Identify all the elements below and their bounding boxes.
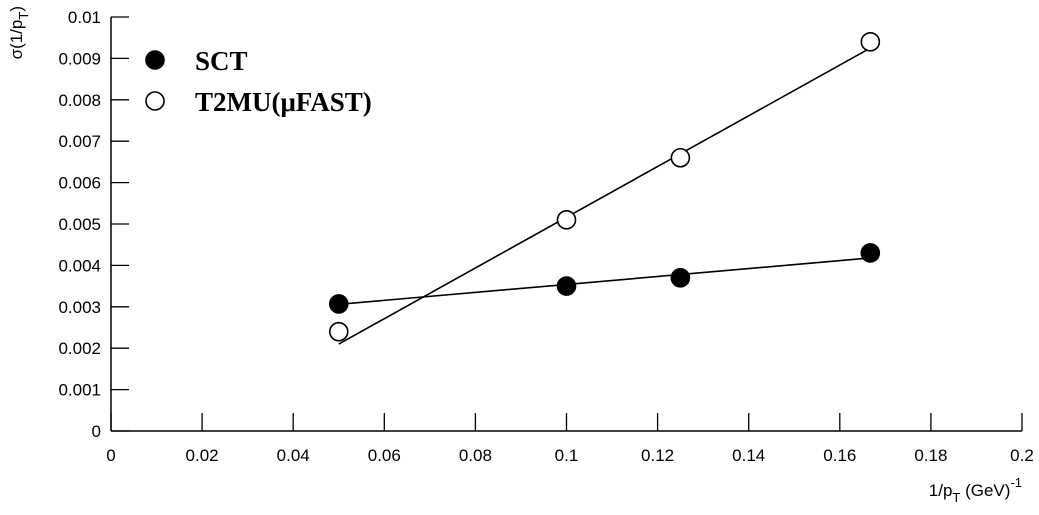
x-tick-label: 0.06 (368, 446, 401, 465)
y-tick-label: 0 (92, 422, 101, 441)
legend-marker (145, 91, 165, 111)
y-label-end: ) (7, 6, 26, 12)
y-tick-label: 0.006 (58, 174, 101, 193)
fit-line (338, 47, 871, 345)
x-tick-label: 0 (106, 446, 115, 465)
x-tick-label: 0.2 (1010, 446, 1034, 465)
legend-label: T2MU(μFAST) (195, 87, 372, 117)
x-tick-label: 0.16 (823, 446, 856, 465)
x-label-main: 1/p (929, 481, 953, 500)
x-tick-label: 0.12 (641, 446, 674, 465)
point (670, 268, 691, 288)
x-label-sub: T (952, 490, 960, 505)
point (860, 32, 881, 52)
y-tick-label: 0.003 (58, 298, 101, 317)
y-tick-label: 0.01 (68, 8, 101, 27)
point (556, 276, 577, 296)
y-label-sub: T (16, 12, 31, 20)
y-tick-label: 0.005 (58, 215, 101, 234)
y-label-main: σ(1/p (7, 20, 26, 60)
point (670, 147, 691, 168)
x-tick-label: 0.02 (186, 446, 219, 465)
point (860, 243, 881, 263)
fit-line (338, 257, 871, 306)
x-tick-label: 0.14 (732, 446, 765, 465)
x-tick-label: 0.04 (277, 446, 310, 465)
x-axis-label: 1/pT (GeV)-1 (929, 475, 1022, 505)
legend-marker (145, 50, 165, 70)
y-tick-label: 0.001 (58, 381, 101, 400)
y-tick-label: 0.002 (58, 339, 101, 358)
x-tick-label: 0.18 (914, 446, 947, 465)
y-axis-label: σ(1/pT) (7, 6, 31, 59)
x-label-end: (GeV) (960, 481, 1010, 500)
y-tick-label: 0.007 (58, 132, 101, 151)
x-tick-label: 0.08 (459, 446, 492, 465)
y-tick-label: 0.004 (58, 256, 101, 275)
x-tick-label: 0.1 (555, 446, 579, 465)
legend-label: SCT (195, 46, 248, 76)
point (328, 321, 349, 342)
point (328, 294, 349, 314)
point (556, 210, 577, 230)
x-label-sup: -1 (1010, 475, 1022, 490)
y-tick-label: 0.008 (58, 91, 101, 110)
y-tick-label: 0.009 (58, 49, 101, 68)
